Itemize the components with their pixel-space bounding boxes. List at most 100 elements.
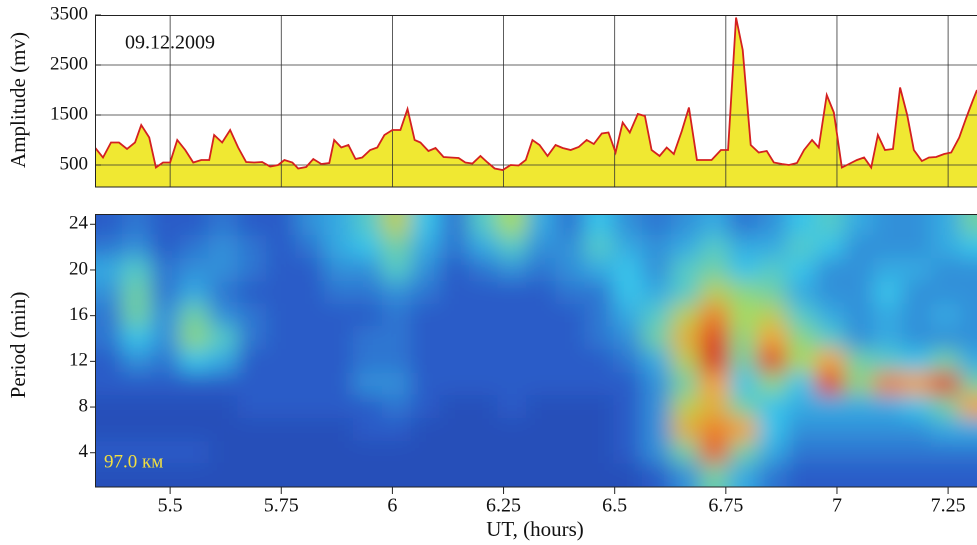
- heat-cell: [95, 326, 123, 351]
- heat-cell: [237, 372, 268, 397]
- heat-cell: [208, 395, 239, 419]
- heat-cell: [208, 303, 239, 328]
- heat-cell: [324, 417, 355, 442]
- heat-cell: [95, 440, 123, 465]
- heat-cell: [757, 349, 788, 374]
- heat-cell: [353, 280, 383, 305]
- heat-cell: [468, 235, 499, 260]
- heat-cell: [526, 417, 557, 442]
- heat-cell: [757, 326, 788, 351]
- heat-cell: [873, 372, 904, 397]
- heat-cell: [930, 280, 961, 305]
- heat-cell: [902, 372, 932, 397]
- heat-cell: [873, 214, 904, 237]
- heat-cell: [237, 440, 268, 465]
- heat-cell: [786, 440, 817, 465]
- heat-cell: [295, 372, 326, 397]
- heat-cell: [584, 214, 615, 237]
- heat-cell: [526, 440, 557, 465]
- heat-cell: [873, 280, 904, 305]
- heat-cell: [295, 395, 326, 419]
- heat-cell: [381, 280, 412, 305]
- heat-cell: [266, 214, 297, 237]
- heat-cell: [930, 417, 961, 442]
- x-axis-label: UT, (hours): [486, 517, 584, 541]
- heat-cell: [439, 463, 470, 487]
- amplitude-line: [95, 17, 977, 171]
- heat-cell: [95, 235, 123, 260]
- heat-cell: [844, 303, 875, 328]
- heat-cell: [757, 303, 788, 328]
- y-tick-label: 2500: [50, 53, 88, 74]
- heat-cell: [266, 303, 297, 328]
- heat-cell: [641, 463, 672, 487]
- heat-cell: [584, 349, 615, 374]
- heat-cell: [266, 326, 297, 351]
- heat-cell: [295, 463, 326, 487]
- heat-cell: [179, 463, 210, 487]
- heat-cell: [613, 235, 643, 260]
- heat-cell: [237, 280, 268, 305]
- heat-cell: [641, 214, 672, 237]
- heat-cell: [150, 303, 181, 328]
- heat-cell: [815, 372, 846, 397]
- heat-cell: [95, 463, 123, 487]
- heat-cell: [959, 395, 977, 419]
- heat-cell: [266, 280, 297, 305]
- heat-cell: [641, 303, 672, 328]
- heat-cell: [584, 395, 615, 419]
- heat-cell: [95, 214, 123, 237]
- heat-cell: [121, 440, 152, 465]
- heat-cell: [930, 440, 961, 465]
- heat-cell: [468, 303, 499, 328]
- heat-cell: [324, 440, 355, 465]
- heat-cell: [150, 280, 181, 305]
- heat-cell: [699, 214, 730, 237]
- heat-cell: [786, 303, 817, 328]
- x-tick-label: 5.5: [158, 495, 183, 517]
- heat-cell: [844, 440, 875, 465]
- heat-cell: [670, 303, 701, 328]
- heat-cell: [555, 235, 586, 260]
- heat-cell: [728, 463, 759, 487]
- heat-cell: [959, 372, 977, 397]
- heat-cell: [873, 326, 904, 351]
- area-fill: [95, 17, 977, 187]
- heat-cell: [353, 235, 383, 260]
- heat-cell: [786, 372, 817, 397]
- heat-cell: [353, 214, 383, 237]
- heat-cell: [873, 258, 904, 282]
- heat-cell: [410, 214, 441, 237]
- heat-cell: [353, 463, 383, 487]
- heat-cell: [439, 214, 470, 237]
- heat-cell: [613, 417, 643, 442]
- heat-cell: [324, 349, 355, 374]
- heat-cell: [959, 463, 977, 487]
- heat-cell: [439, 349, 470, 374]
- heat-cell: [208, 417, 239, 442]
- heat-cell: [902, 349, 932, 374]
- heat-cell: [208, 214, 239, 237]
- heat-cell: [757, 372, 788, 397]
- heat-cell: [584, 258, 615, 282]
- heat-cell: [902, 326, 932, 351]
- heat-cell: [902, 235, 932, 260]
- heat-cell: [95, 349, 123, 374]
- heat-cell: [873, 235, 904, 260]
- heat-cell: [208, 280, 239, 305]
- heat-cell: [497, 349, 528, 374]
- heat-cell: [468, 349, 499, 374]
- heat-cell: [121, 214, 152, 237]
- heat-cell: [786, 214, 817, 237]
- heat-cell: [815, 235, 846, 260]
- heat-cell: [410, 395, 441, 419]
- y-tick-label: 8: [79, 395, 89, 416]
- heat-cell: [266, 372, 297, 397]
- y-axis-label: Period (min): [6, 292, 30, 399]
- heat-cell: [497, 258, 528, 282]
- heat-cell: [613, 326, 643, 351]
- heat-cell: [699, 303, 730, 328]
- x-tick-label: 5.75: [264, 495, 299, 517]
- heat-cell: [902, 214, 932, 237]
- y-tick-label: 12: [69, 350, 88, 371]
